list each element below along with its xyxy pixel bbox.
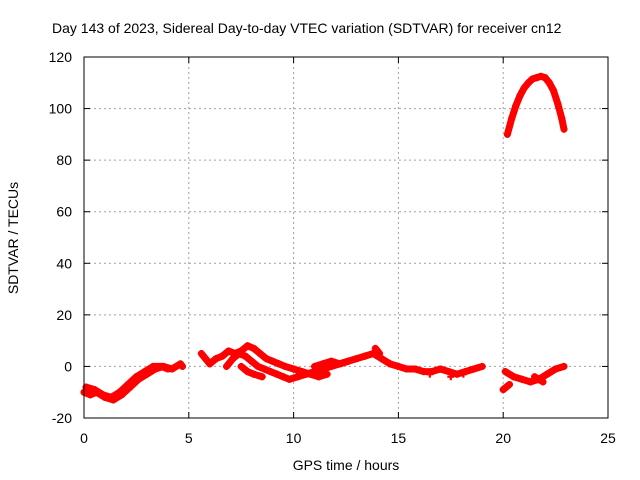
y-tick-label: 100 bbox=[49, 101, 73, 117]
data-points bbox=[80, 72, 568, 404]
chart-title: Day 143 of 2023, Sidereal Day-to-day VTE… bbox=[52, 20, 562, 36]
data-point-marker bbox=[179, 362, 187, 370]
data-point-marker bbox=[376, 350, 384, 358]
data-point-marker bbox=[560, 125, 568, 133]
axis-ticks bbox=[83, 56, 609, 419]
data-point-marker bbox=[323, 370, 331, 378]
y-tick-label: 0 bbox=[64, 358, 72, 374]
x-tick-label: 5 bbox=[185, 430, 193, 446]
data-point-marker bbox=[258, 373, 266, 381]
x-tick-label: 15 bbox=[391, 430, 407, 446]
y-tick-label: 120 bbox=[49, 49, 73, 65]
data-point-marker bbox=[426, 370, 434, 378]
x-tick-label: 20 bbox=[495, 430, 511, 446]
data-point-marker bbox=[459, 370, 467, 378]
y-tick-label: -20 bbox=[52, 410, 72, 426]
x-tick-label: 25 bbox=[600, 430, 616, 446]
data-point-marker bbox=[505, 380, 513, 388]
plot-frame bbox=[83, 56, 609, 419]
x-tick-label: 10 bbox=[286, 430, 302, 446]
y-axis-label: SDTVAR / TECUs bbox=[5, 182, 21, 294]
y-tick-label: 40 bbox=[56, 255, 72, 271]
y-tick-label: 60 bbox=[56, 204, 72, 220]
data-point-marker bbox=[447, 373, 455, 381]
data-point-marker bbox=[478, 362, 486, 370]
x-tick-label: 0 bbox=[80, 430, 88, 446]
grid bbox=[84, 57, 608, 418]
data-point-marker bbox=[164, 365, 172, 373]
y-tick-label: 20 bbox=[56, 307, 72, 323]
data-point-marker bbox=[560, 362, 568, 370]
x-axis-label: GPS time / hours bbox=[293, 457, 400, 473]
data-point-marker bbox=[539, 378, 547, 386]
y-tick-label: 80 bbox=[56, 152, 72, 168]
tick-labels: 0 5 10 15 20 25 -20 0 20 40 60 80 100 120 bbox=[49, 49, 616, 446]
